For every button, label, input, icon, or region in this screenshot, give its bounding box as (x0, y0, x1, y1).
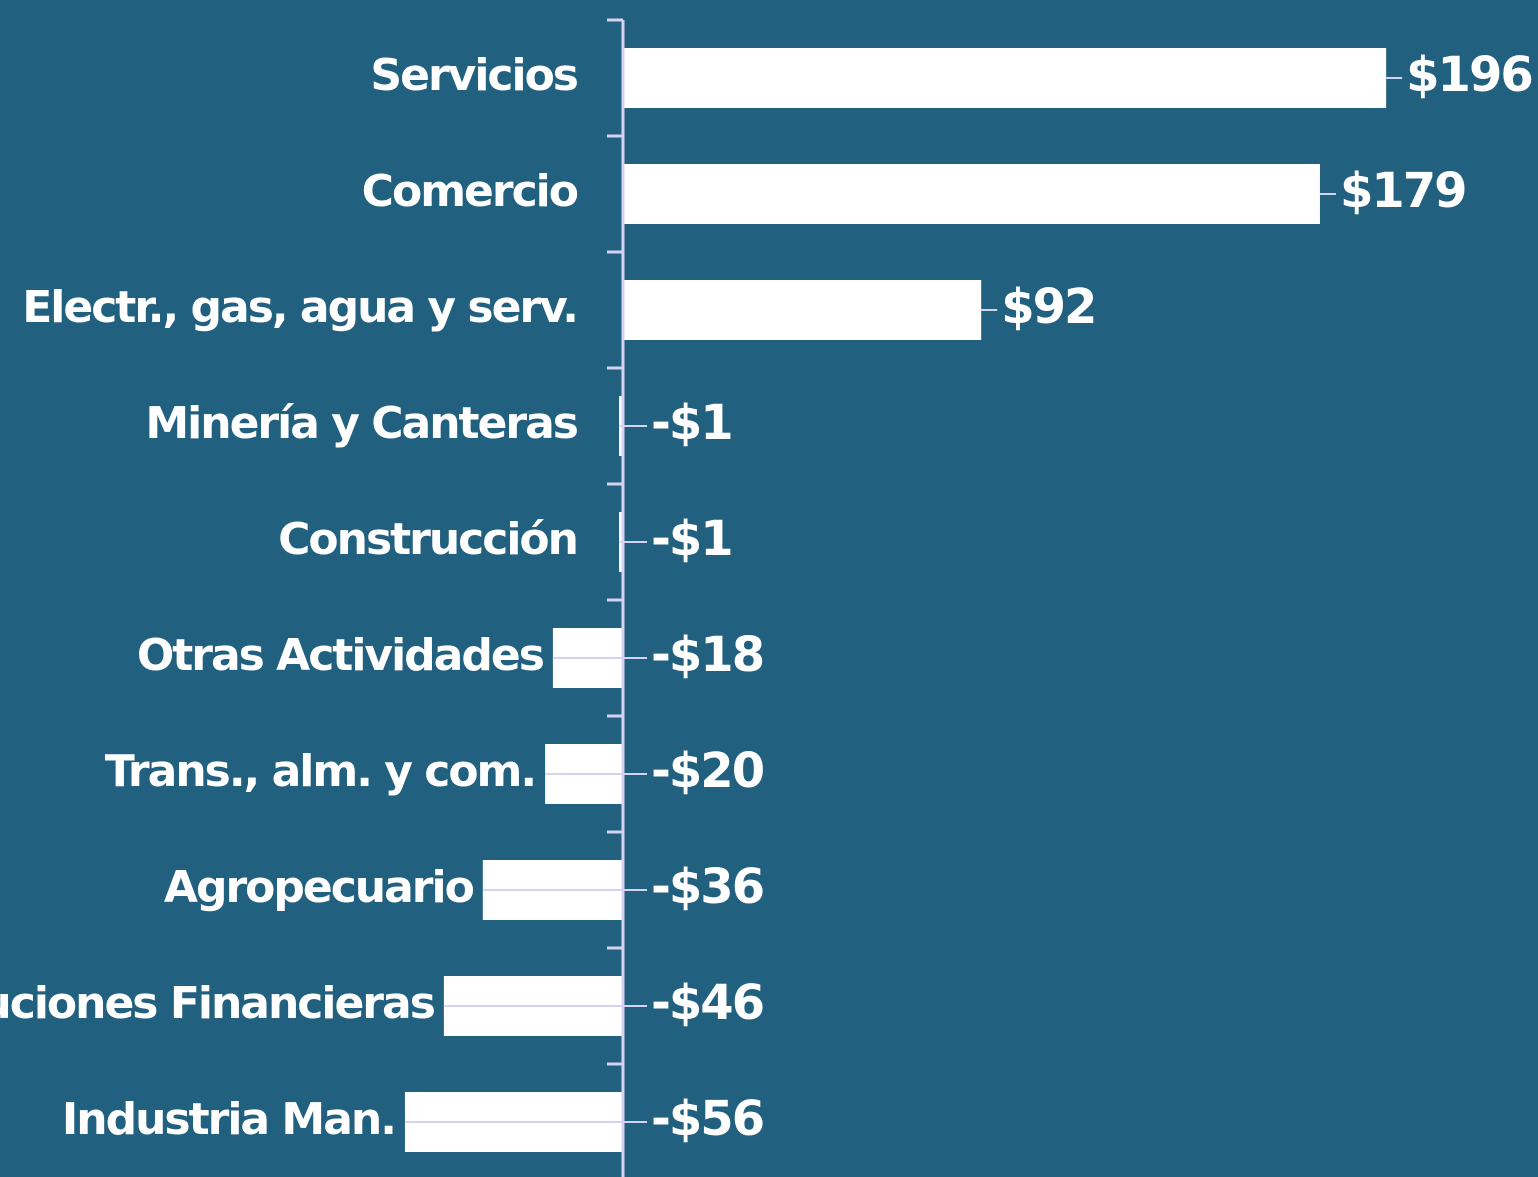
bar (622, 48, 1387, 108)
bar (622, 164, 1320, 224)
category-label: Instituciones Financieras (0, 978, 435, 1029)
category-label: Servicios (370, 50, 577, 101)
category-label: Trans., alm. y com. (105, 746, 535, 797)
bars (404, 48, 1387, 1152)
value-label: -$1 (651, 395, 732, 451)
category-label: Agropecuario (164, 862, 474, 913)
category-label: Industria Man. (62, 1094, 395, 1145)
value-label: -$20 (651, 743, 764, 799)
category-label: Electr., gas, agua y serv. (22, 282, 577, 333)
category-label: Construcción (278, 514, 577, 565)
value-label: $92 (1001, 279, 1095, 335)
category-label: Otras Actividades (137, 630, 544, 681)
category-label: Comercio (362, 166, 578, 217)
category-labels: Servicios Comercio Electr., gas, agua y se… (0, 50, 580, 1145)
value-label: -$46 (651, 975, 763, 1031)
value-label: -$1 (651, 511, 732, 567)
value-label: -$18 (651, 627, 763, 683)
value-label: $196 (1406, 47, 1532, 103)
bar (622, 280, 982, 340)
value-label: $179 (1340, 163, 1466, 219)
category-label: Minería y Canteras (145, 398, 577, 449)
value-label: -$56 (651, 1091, 763, 1147)
value-label: -$36 (651, 859, 763, 915)
overlay: $196 $179 $92 -$1 -$1 -$18 -$20 -$36 -$46 -$56 (404, 18, 1534, 1177)
